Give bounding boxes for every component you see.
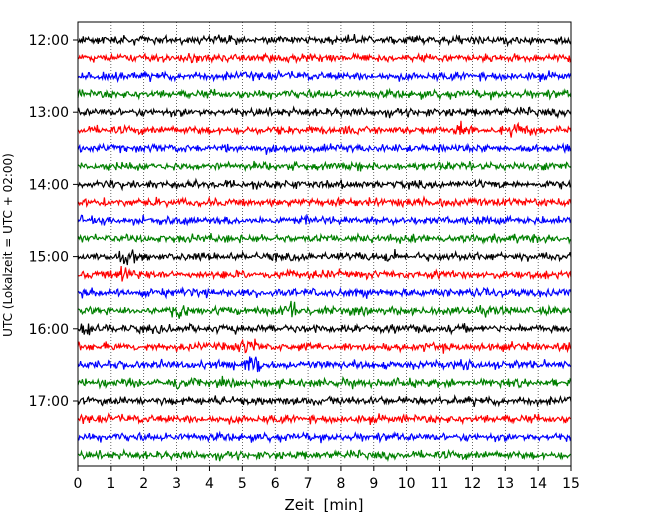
trace-line-1315 [77,120,572,138]
trace-line-1530 [77,286,572,300]
x-tick-label: 13 [496,476,514,492]
trace-line-1715 [77,412,572,426]
x-tick-label: 7 [304,476,313,492]
trace-line-1615 [77,338,572,354]
x-tick-label: 12 [463,476,481,492]
trace-line-1200 [77,33,572,48]
trace-line-1430 [77,213,572,227]
trace-line-1600 [77,322,572,336]
trace-line-1215 [77,51,572,65]
trace-line-1630 [77,356,572,373]
trace-line-1500 [77,248,572,266]
trace-line-1515 [77,265,572,282]
trace-line-1700 [77,394,572,408]
grid-lines [110,22,539,466]
trace-line-1345 [77,160,572,173]
x-axis-label: Zeit [min] [284,496,363,514]
axis-ticks: 0 1 2 3 4 5 6 7 8 9 10 11 12 13 14 1512:0013:0014:0015:… [29,33,580,492]
y-tick-label: 12:00 [29,33,69,49]
trace-line-1300 [77,105,572,120]
trace-line-1545 [77,300,572,319]
x-tick-label: 15 [562,476,580,492]
x-tick-label: 3 [172,476,181,492]
x-tick-label: 0 [74,476,83,492]
trace-line-1400 [77,177,572,192]
y-tick-label: 13:00 [29,105,69,121]
y-tick-label: 14:00 [29,177,69,193]
y-tick-label: 17:00 [29,394,69,410]
y-tick-label: 16:00 [29,322,69,338]
x-tick-label: 1 [106,476,115,492]
x-tick-label: 2 [139,476,148,492]
trace-line-1745 [77,448,572,462]
x-tick-label: 9 [369,476,378,492]
y-axis-label: UTC (Lokalzeit = UTC + 02:00) [1,153,15,337]
trace-line-1245 [77,87,572,101]
trace-line-1730 [77,430,572,444]
x-tick-label: 4 [205,476,214,492]
x-tick-label: 8 [336,476,345,492]
trace-line-1230 [77,69,572,84]
y-tick-label: 15:00 [29,250,69,266]
x-tick-label: 11 [431,476,449,492]
trace-line-1415 [77,195,572,209]
plot-frame [77,21,572,467]
trace-group [77,33,572,462]
x-tick-label: 5 [238,476,247,492]
trace-line-1330 [77,142,572,155]
trace-line-1445 [77,232,572,245]
x-tick-label: 6 [271,476,280,492]
trace-line-1645 [77,375,572,390]
x-tick-label: 10 [398,476,416,492]
x-tick-label: 14 [529,476,547,492]
